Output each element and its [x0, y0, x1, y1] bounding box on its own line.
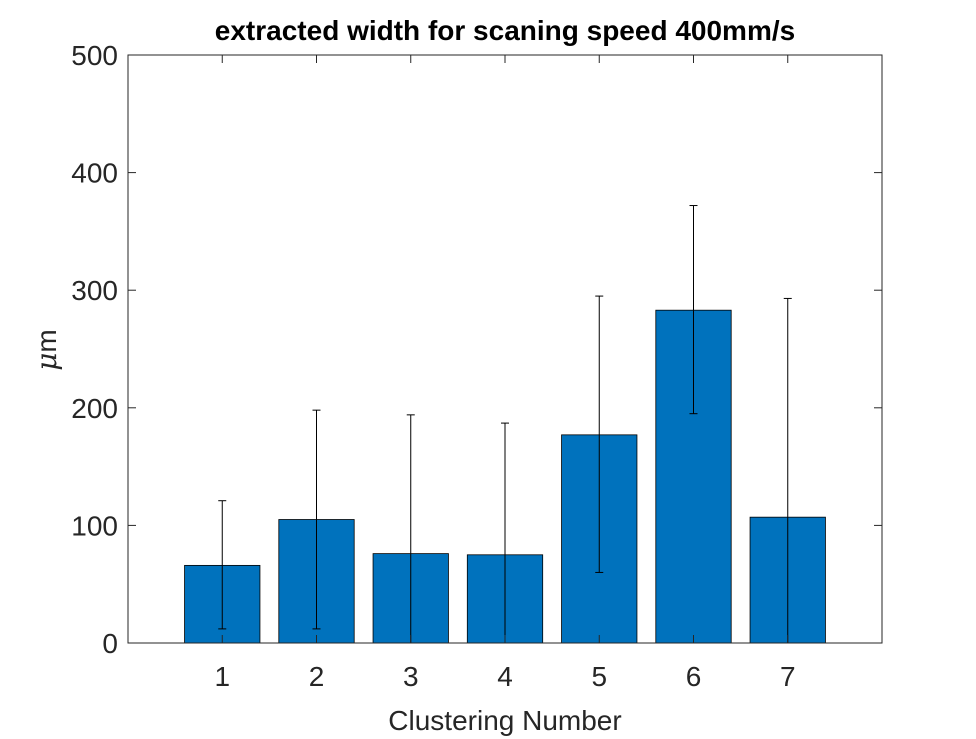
tick-labels: 0 100 200 300 400 500 1 2 3 4 5 6 7 [71, 40, 795, 692]
y-axis-label-unit: m [31, 329, 62, 352]
y-axis-label: μm [30, 329, 63, 371]
y-tick-label-400: 400 [71, 158, 118, 189]
chart-title: extracted width for scaning speed 400mm/… [215, 15, 795, 46]
x-tick-label-3: 3 [403, 661, 419, 692]
error-bars [218, 205, 792, 644]
x-tick-label-4: 4 [497, 661, 513, 692]
y-tick-label-200: 200 [71, 393, 118, 424]
x-tick-label-6: 6 [686, 661, 702, 692]
x-tick-label-1: 1 [214, 661, 230, 692]
x-tick-label-7: 7 [780, 661, 796, 692]
y-tick-label-0: 0 [102, 628, 118, 659]
x-axis-label: Clustering Number [388, 705, 621, 736]
y-tick-label-300: 300 [71, 275, 118, 306]
x-tick-label-5: 5 [591, 661, 607, 692]
x-tick-label-2: 2 [309, 661, 325, 692]
y-axis-label-greek: μ [30, 353, 63, 371]
ticks [128, 54, 882, 644]
y-tick-label-500: 500 [71, 40, 118, 71]
y-tick-label-100: 100 [71, 510, 118, 541]
